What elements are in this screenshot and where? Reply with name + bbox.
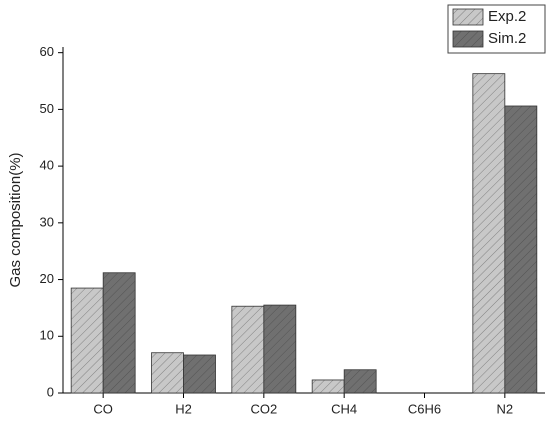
x-tick-label: C6H6 — [408, 401, 441, 416]
x-tick-label: CO2 — [250, 401, 277, 416]
bar-hatch — [472, 73, 505, 393]
legend-hatch — [453, 9, 483, 25]
x-tick-label: H2 — [175, 401, 192, 416]
x-tick-label: CH4 — [331, 401, 357, 416]
y-tick-label: 40 — [40, 158, 54, 173]
bar-hatch — [504, 105, 537, 393]
bar-hatch — [231, 306, 264, 393]
y-tick-label: 30 — [40, 214, 54, 229]
x-tick-label: N2 — [497, 401, 514, 416]
bar-hatch — [312, 379, 345, 393]
y-tick-label: 60 — [40, 44, 54, 59]
y-tick-label: 50 — [40, 101, 54, 116]
legend-hatch — [453, 31, 483, 47]
x-tick-label: CO — [93, 401, 113, 416]
bar-hatch — [344, 369, 377, 393]
y-axis-label: Gas composition(%) — [7, 152, 24, 287]
legend-label: Exp.2 — [488, 8, 526, 25]
bar-hatch — [103, 272, 136, 393]
y-tick-label: 20 — [40, 271, 54, 286]
y-tick-label: 0 — [47, 384, 54, 399]
y-tick-label: 10 — [40, 328, 54, 343]
bar-hatch — [71, 288, 104, 393]
legend-label: Sim.2 — [488, 30, 526, 47]
bar-hatch — [151, 352, 184, 393]
bar-hatch — [183, 354, 216, 393]
bar-hatch — [263, 305, 296, 393]
